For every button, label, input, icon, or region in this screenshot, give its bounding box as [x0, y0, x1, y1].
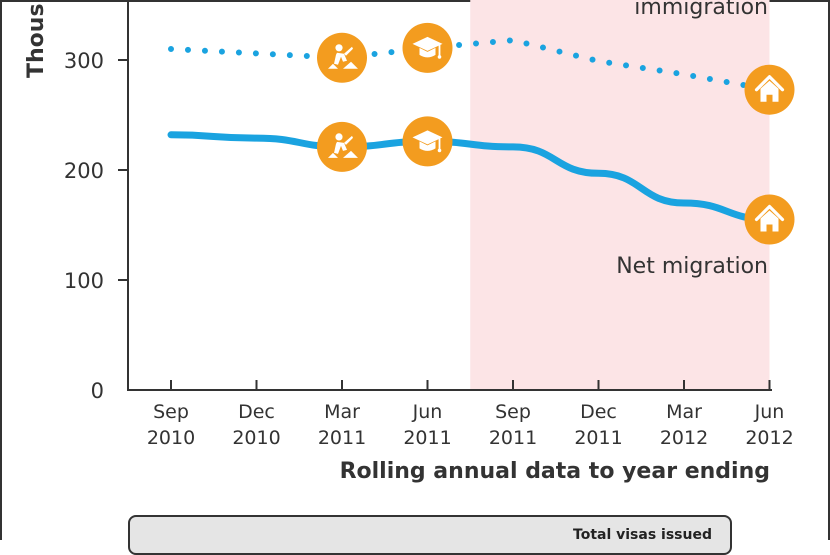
x-axis-title: Rolling annual data to year ending — [340, 459, 770, 484]
y-tick-label-100: 100 — [64, 269, 104, 293]
construction-worker-icon — [317, 121, 367, 172]
immigration-dotted-line — [168, 37, 773, 93]
y-tick-label-0: 0 — [91, 379, 104, 403]
x-tick-year-0: 2010 — [147, 427, 195, 449]
x-tick-month-7: Jun — [754, 401, 785, 423]
house-icon — [744, 64, 795, 115]
x-tick-month-6: Mar — [666, 401, 702, 423]
x-tick-month-2: Mar — [324, 401, 360, 423]
immigration-series-label: immigration — [634, 0, 768, 20]
net-migration-series-label: Net migration — [616, 254, 768, 279]
x-tick-year-7: 2012 — [745, 427, 793, 449]
y-tick-label-300: 300 — [64, 49, 104, 73]
x-tick-year-5: 2011 — [574, 427, 622, 449]
y-tick-label-200: 200 — [64, 159, 104, 183]
x-tick-month-4: Sep — [495, 401, 531, 423]
graduation-cap-icon — [402, 116, 453, 167]
net-migration-line — [167, 131, 773, 223]
x-tick-month-1: Dec — [238, 401, 275, 423]
y-axis-title: Thous — [24, 3, 49, 78]
x-tick-year-2: 2011 — [318, 427, 366, 449]
x-tick-year-3: 2011 — [403, 427, 451, 449]
x-tick-year-1: 2010 — [232, 427, 280, 449]
x-tick-month-0: Sep — [153, 401, 189, 423]
chart-frame — [0, 0, 830, 540]
total-visas-panel: Total visas issued — [128, 515, 732, 555]
house-icon — [744, 194, 795, 245]
x-tick-year-4: 2011 — [489, 427, 537, 449]
x-tick-month-3: Jun — [412, 401, 443, 423]
total-visas-label: Total visas issued — [573, 527, 712, 543]
migration-chart: 0 100 200 300 Thous Sep 2010 Dec 2010 Mar 2011 Jun 2… — [24, 0, 795, 484]
x-tick-month-5: Dec — [580, 401, 617, 423]
construction-worker-icon — [317, 32, 367, 83]
x-tick-year-6: 2012 — [660, 427, 708, 449]
shaded-period-region — [470, 0, 770, 390]
graduation-cap-icon — [402, 22, 453, 73]
